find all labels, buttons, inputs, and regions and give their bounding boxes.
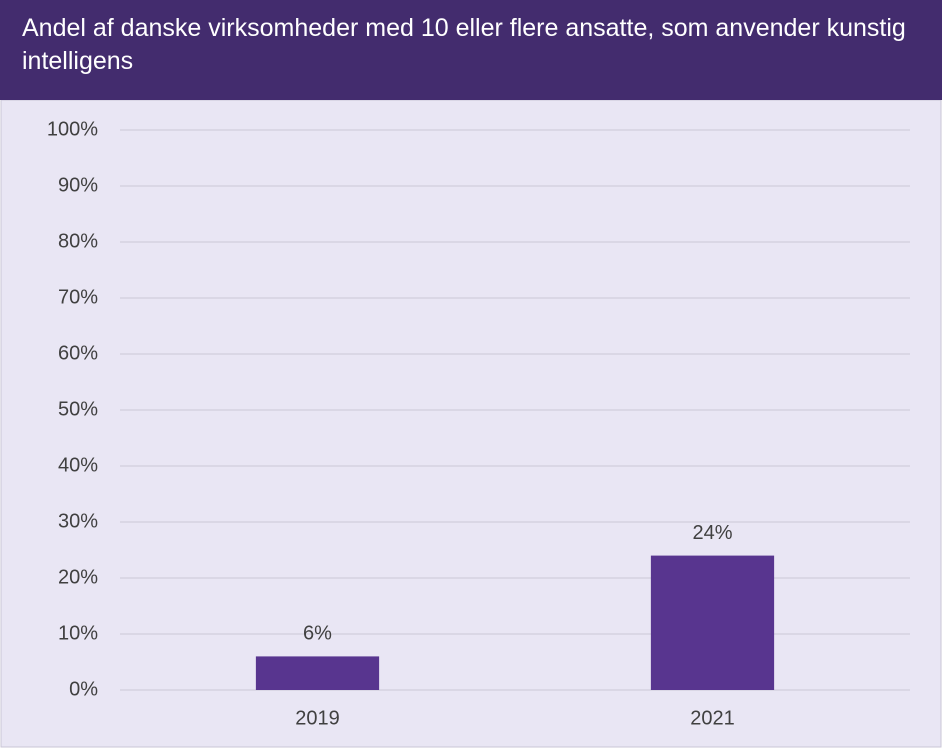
y-tick-label: 100% (47, 118, 98, 140)
y-tick-label: 40% (58, 454, 98, 476)
y-tick-label: 70% (58, 286, 98, 308)
bar (650, 555, 775, 690)
x-tick-label: 2021 (690, 707, 735, 729)
data-label: 6% (303, 623, 332, 645)
y-tick-label: 0% (69, 678, 98, 700)
data-label: 24% (692, 522, 732, 544)
y-tick-label: 30% (58, 510, 98, 532)
y-tick-label: 90% (58, 174, 98, 196)
bar (255, 656, 380, 690)
chart-title: Andel af danske virksomheder med 10 elle… (0, 0, 942, 100)
plot-background (0, 100, 942, 748)
y-tick-label: 20% (58, 566, 98, 588)
chart: 0% 10% 20% 30% 40% 50% 60% 70% 80% 90% 100% 2019 6% 2… (0, 100, 942, 748)
y-tick-label: 80% (58, 230, 98, 252)
y-tick-label: 50% (58, 398, 98, 420)
y-tick-label: 10% (58, 622, 98, 644)
y-tick-label: 60% (58, 342, 98, 364)
x-tick-label: 2019 (295, 707, 340, 729)
